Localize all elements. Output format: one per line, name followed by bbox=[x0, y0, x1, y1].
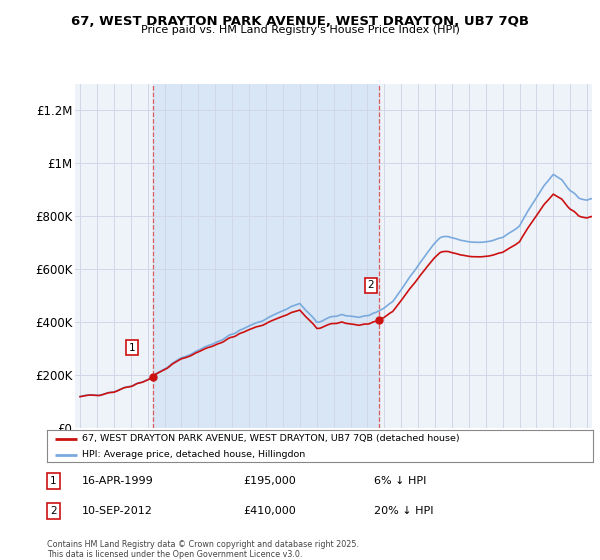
Text: HPI: Average price, detached house, Hillingdon: HPI: Average price, detached house, Hill… bbox=[82, 450, 305, 459]
Text: 2: 2 bbox=[368, 281, 374, 290]
Text: 1: 1 bbox=[129, 343, 136, 353]
Text: 6% ↓ HPI: 6% ↓ HPI bbox=[374, 476, 427, 486]
Text: 20% ↓ HPI: 20% ↓ HPI bbox=[374, 506, 434, 516]
Text: 1: 1 bbox=[50, 476, 56, 486]
Text: £195,000: £195,000 bbox=[244, 476, 296, 486]
Text: £410,000: £410,000 bbox=[244, 506, 296, 516]
Text: 67, WEST DRAYTON PARK AVENUE, WEST DRAYTON, UB7 7QB (detached house): 67, WEST DRAYTON PARK AVENUE, WEST DRAYT… bbox=[82, 434, 460, 443]
Text: 16-APR-1999: 16-APR-1999 bbox=[82, 476, 154, 486]
Text: 10-SEP-2012: 10-SEP-2012 bbox=[82, 506, 153, 516]
Text: Contains HM Land Registry data © Crown copyright and database right 2025.
This d: Contains HM Land Registry data © Crown c… bbox=[47, 540, 359, 559]
Bar bbox=[152, 84, 379, 428]
Text: 2: 2 bbox=[50, 506, 56, 516]
Text: Price paid vs. HM Land Registry's House Price Index (HPI): Price paid vs. HM Land Registry's House … bbox=[140, 25, 460, 35]
Text: 67, WEST DRAYTON PARK AVENUE, WEST DRAYTON, UB7 7QB: 67, WEST DRAYTON PARK AVENUE, WEST DRAYT… bbox=[71, 15, 529, 27]
